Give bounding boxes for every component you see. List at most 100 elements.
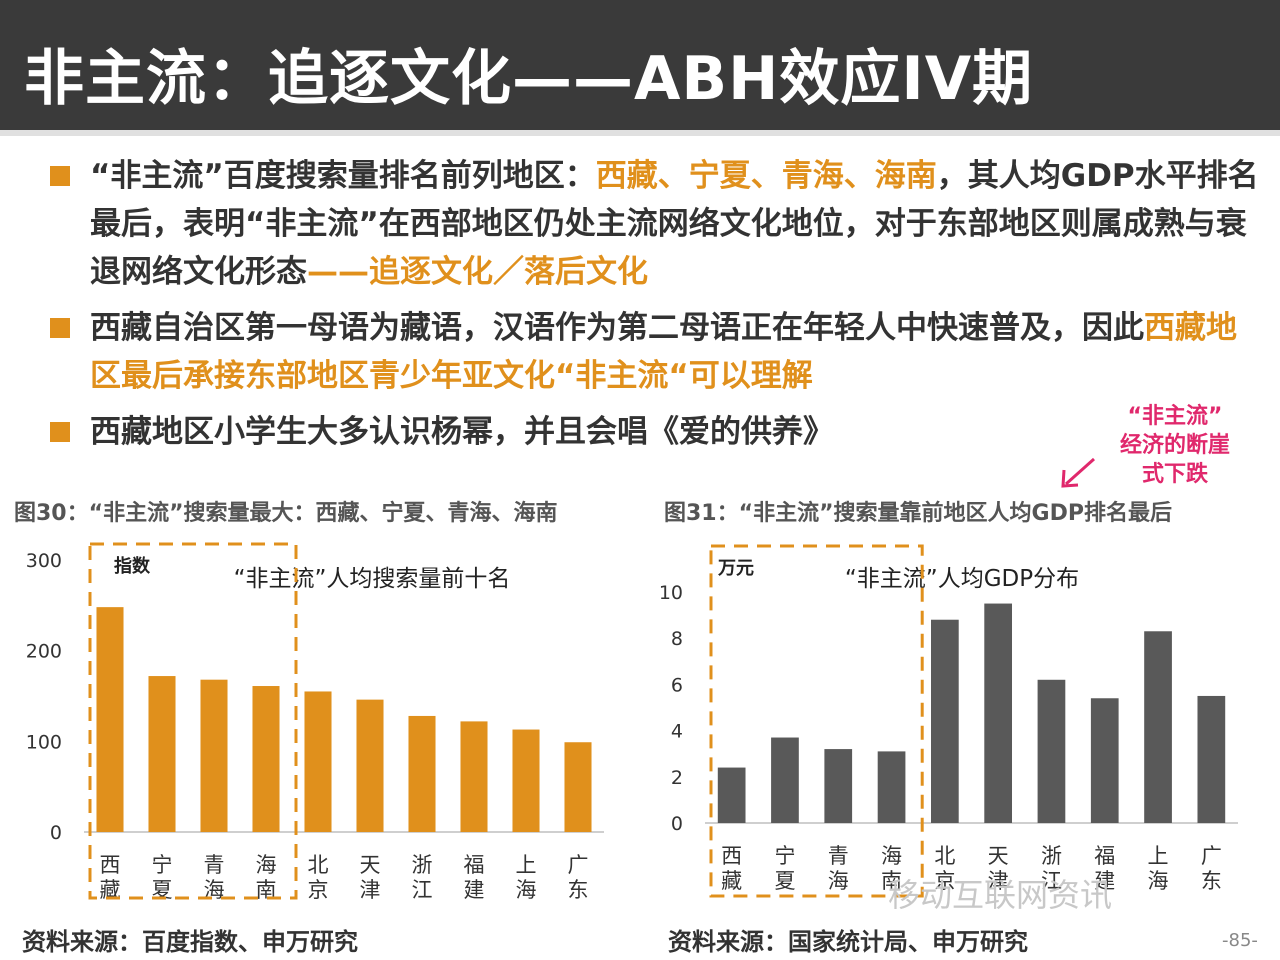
- chart-title: “非主流”人均搜索量前十名: [234, 566, 511, 592]
- x-tick-label: 江: [412, 878, 433, 902]
- bullet-2-highlight: 西藏地区最后承接东部地区青少年亚文化“非主流“可以理解: [90, 310, 1237, 394]
- bar-浙江: [1037, 679, 1066, 823]
- y-tick-label: 6: [671, 674, 683, 696]
- watermark: 移动互联网资讯: [888, 876, 1113, 914]
- x-tick-label: 夏: [774, 869, 795, 893]
- y-tick-label: 2: [671, 767, 683, 789]
- figure-31-caption: 图31：“非主流”搜索量靠前地区人均GDP排名最后: [664, 501, 1172, 526]
- bullet-1-highlight-a: 西藏、宁夏、青海、海南: [595, 158, 937, 194]
- unit-label: 指数: [114, 555, 151, 577]
- x-tick-label: 天: [360, 853, 381, 877]
- x-tick-label: 海: [256, 853, 277, 877]
- x-tick-label: 夏: [152, 878, 173, 902]
- y-tick-label: 0: [671, 813, 683, 835]
- y-tick-label: 0: [50, 822, 62, 844]
- bar-海南: [252, 686, 280, 832]
- bar-广东: [1197, 695, 1226, 823]
- x-tick-label: 海: [1148, 869, 1169, 893]
- bullet-3-text: 西藏地区小学生大多认识杨幂，并且会唱《爱的供养》: [90, 414, 834, 450]
- callout-line-3: 式下跌: [1141, 462, 1208, 487]
- x-tick-label: 福: [464, 853, 485, 877]
- bullet-square-icon: [50, 318, 70, 338]
- x-tick-label: 东: [568, 878, 589, 902]
- bar-青海: [200, 679, 228, 832]
- bar-天津: [356, 699, 384, 832]
- x-tick-label: 浙: [1041, 844, 1062, 868]
- bullet-1-text-b: ，其人均GDP水平排名最后，表明“非主流”在西部地区仍处主流网络文化地位，对于东…: [90, 158, 1259, 290]
- y-tick-label: 10: [659, 582, 683, 604]
- search-volume-chart: 0100200300西藏宁夏青海海南北京天津浙江福建上海广东“非主流”人均搜索量…: [26, 542, 604, 902]
- x-tick-label: 上: [1148, 844, 1169, 868]
- x-tick-label: 海: [881, 844, 902, 868]
- page-number: -85-: [1222, 930, 1258, 951]
- bar-浙江: [408, 715, 436, 832]
- bar-西藏: [717, 767, 746, 823]
- bullet-1-highlight-b: ——追逐文化／落后文化: [307, 254, 648, 290]
- x-tick-label: 西: [100, 853, 121, 877]
- x-tick-label: 东: [1201, 869, 1222, 893]
- x-tick-label: 宁: [774, 844, 795, 868]
- x-tick-label: 南: [881, 869, 902, 893]
- bar-青海: [824, 749, 853, 823]
- bullet-square-icon: [50, 166, 70, 186]
- gdp-chart: 0246810西藏宁夏青海海南北京天津浙江福建上海广东“非主流”人均GDP分布万…: [659, 544, 1238, 898]
- bar-福建: [1090, 698, 1119, 823]
- x-tick-label: 津: [360, 878, 381, 902]
- x-tick-label: 广: [1201, 844, 1222, 868]
- callout-note: “非主流” 经济的断崖 式下跌: [1100, 402, 1250, 489]
- x-tick-label: 津: [988, 869, 1009, 893]
- y-tick-label: 300: [26, 550, 62, 572]
- bar-海南: [877, 751, 906, 823]
- x-tick-label: 海: [828, 869, 849, 893]
- figure-30-caption: 图30：“非主流”搜索量最大：西藏、宁夏、青海、海南: [14, 501, 558, 526]
- bar-福建: [460, 721, 488, 832]
- x-tick-label: 建: [464, 878, 485, 902]
- unit-label: 万元: [717, 558, 754, 579]
- bar-上海: [1144, 631, 1172, 823]
- x-tick-label: 福: [1094, 844, 1115, 868]
- bullet-1-text-a: “非主流”百度搜索量排名前列地区：: [90, 158, 596, 194]
- y-tick-label: 8: [671, 628, 683, 650]
- bar-宁夏: [148, 676, 176, 832]
- x-tick-label: 西: [721, 844, 742, 868]
- x-tick-label: 天: [988, 844, 1009, 868]
- x-tick-label: 建: [1094, 869, 1115, 893]
- bar-西藏: [96, 607, 124, 832]
- bar-广东: [564, 742, 592, 832]
- bar-宁夏: [771, 737, 799, 823]
- bullet-2-text-a: 西藏自治区第一母语为藏语，汉语作为第二母语正在年轻人中快速普及，因此: [90, 310, 1144, 346]
- source-left: 资料来源：百度指数、申万研究: [22, 928, 358, 956]
- bar-天津: [984, 603, 1013, 823]
- bullet-item-2: 西藏自治区第一母语为藏语，汉语作为第二母语正在年轻人中快速普及，因此西藏地区最后…: [50, 304, 1260, 400]
- y-tick-label: 100: [26, 731, 62, 753]
- x-tick-label: 宁: [152, 853, 173, 877]
- x-tick-label: 广: [568, 853, 589, 877]
- x-tick-label: 藏: [100, 878, 121, 902]
- page-title: 非主流：追逐文化——ABH效应IV期: [24, 44, 1034, 114]
- bar-北京: [930, 619, 959, 823]
- x-tick-label: 京: [934, 869, 955, 893]
- x-tick-label: 海: [516, 878, 537, 902]
- title-divider: [0, 130, 1280, 136]
- bullet-list: “非主流”百度搜索量排名前列地区：西藏、宁夏、青海、海南，其人均GDP水平排名最…: [50, 152, 1260, 456]
- bar-北京: [304, 691, 332, 832]
- x-tick-label: 青: [828, 844, 849, 868]
- highlight-box: [709, 544, 924, 898]
- chart-title: “非主流”人均GDP分布: [845, 566, 1079, 592]
- x-tick-label: 南: [256, 878, 277, 902]
- y-tick-label: 4: [671, 721, 683, 743]
- x-tick-label: 上: [516, 853, 537, 877]
- callout-line-2: 经济的断崖: [1119, 433, 1230, 458]
- x-tick-label: 京: [308, 878, 329, 902]
- x-tick-label: 藏: [721, 869, 742, 893]
- x-tick-label: 青: [204, 853, 225, 877]
- x-tick-label: 浙: [412, 853, 433, 877]
- callout-arrow-icon: [1061, 457, 1095, 488]
- highlight-box: [88, 542, 298, 900]
- y-tick-label: 200: [26, 641, 62, 663]
- x-tick-label: 北: [308, 853, 329, 877]
- bar-上海: [512, 729, 540, 832]
- source-right: 资料来源：国家统计局、申万研究: [668, 928, 1028, 956]
- x-tick-label: 海: [204, 878, 225, 902]
- bullet-item-1: “非主流”百度搜索量排名前列地区：西藏、宁夏、青海、海南，其人均GDP水平排名最…: [50, 152, 1260, 296]
